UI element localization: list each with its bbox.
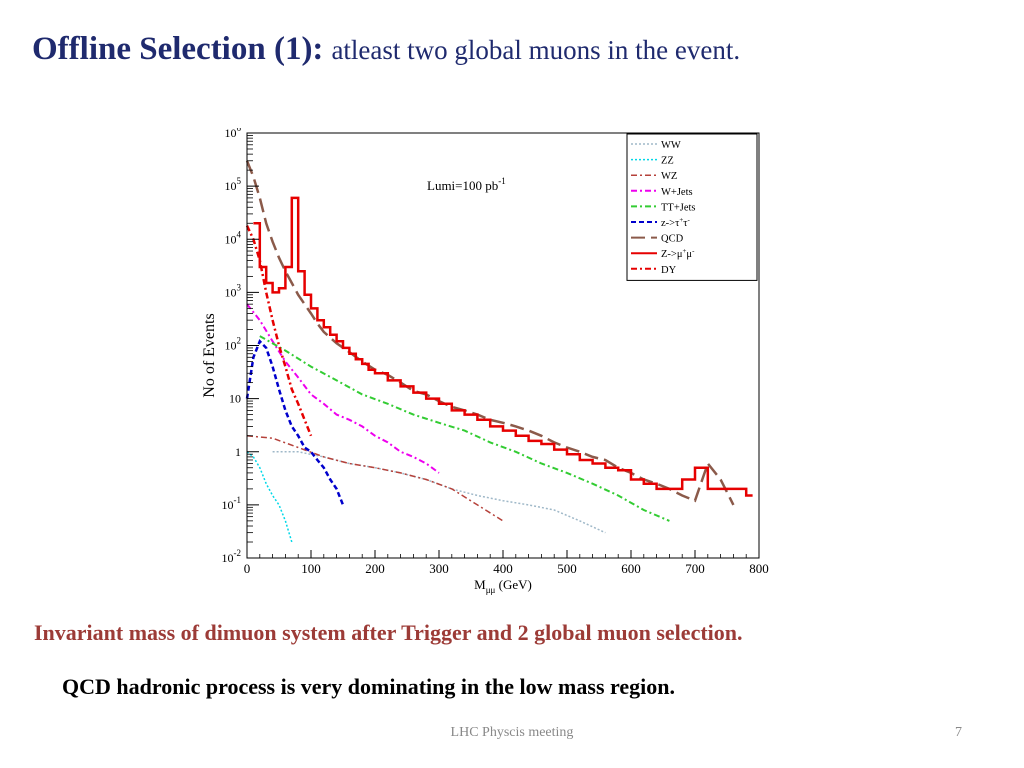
legend-label: ZZ: [661, 156, 674, 167]
series-line-zz: [246, 451, 293, 543]
footer-title: LHC Physcis meeting: [450, 725, 574, 740]
legend-label: DY: [661, 265, 677, 276]
x-tick-label: 100: [301, 561, 321, 576]
series-line-z-: [245, 339, 345, 506]
x-tick-label: 600: [621, 561, 641, 576]
x-tick-label: 200: [365, 561, 385, 576]
legend-label: WZ: [661, 171, 677, 182]
lumi-annotation: Lumi=100 pb-1: [427, 176, 506, 193]
page-number: 7: [955, 725, 962, 740]
legend-label: W+Jets: [661, 187, 693, 198]
series-line-z-: [253, 196, 753, 497]
slide-title-sub: atleast two global muons in the event.: [331, 35, 741, 65]
series-line-w-jets: [246, 303, 440, 474]
series-line-wz: [246, 435, 504, 522]
x-tick-label: 800: [749, 561, 769, 576]
x-axis-label: Mμμ (GeV): [474, 577, 532, 595]
y-tick-label: 10-1: [222, 495, 242, 512]
caption-invariant-mass: Invariant mass of dimuon system after Tr…: [34, 620, 743, 645]
legend-label: TT+Jets: [661, 202, 696, 213]
y-tick-label: 10-2: [222, 548, 242, 565]
legend-label: WW: [661, 140, 681, 151]
x-tick-label: 300: [429, 561, 449, 576]
slide-title: Offline Selection (1): atleast two globa…: [32, 30, 740, 68]
x-tick-label: 0: [244, 561, 251, 576]
y-tick-label: 102: [225, 336, 242, 353]
y-tick-label: 10: [229, 392, 241, 406]
x-tick-label: 500: [557, 561, 577, 576]
series-line-dy: [245, 225, 313, 437]
series-line-tt-jets: [259, 335, 670, 522]
y-tick-label: 104: [225, 229, 242, 246]
legend-label: z->τ+τ-: [661, 216, 691, 229]
y-tick-label: 105: [225, 176, 242, 193]
legend-label: Z->μ+μ-: [661, 247, 695, 260]
invariant-mass-chart: 0 100 200 300 400 500 600 700 800 10-2 10-1 1 10 102 1…: [201, 128, 769, 595]
y-tick-label: 1: [235, 445, 241, 459]
x-tick-label: 700: [685, 561, 705, 576]
caption-qcd-dominance: QCD hadronic process is very dominating …: [62, 674, 675, 699]
y-tick-label: 103: [225, 282, 242, 299]
legend-label: QCD: [661, 234, 684, 245]
y-tick-label: 106: [225, 128, 242, 140]
chart-container: 0 100 200 300 400 500 600 700 800 10-2 10-1 1 10 102 1…: [195, 128, 775, 598]
series-line-ww: [272, 451, 606, 534]
slide-title-main: Offline Selection (1):: [32, 31, 324, 67]
x-tick-label: 400: [493, 561, 513, 576]
y-axis-label: No of Events: [201, 313, 218, 397]
